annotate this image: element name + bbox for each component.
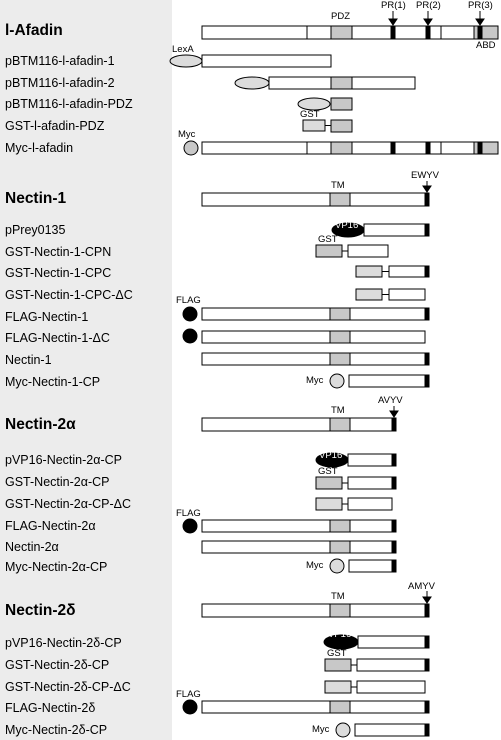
section-title-nectin1: Nectin-1 xyxy=(5,190,66,208)
motif-label-avyv: AVYV xyxy=(378,396,403,406)
tag-label-vp16: VP16 xyxy=(335,221,358,231)
construct-label: Myc-Nectin-2α-CP xyxy=(5,560,107,574)
domain-label-tm: TM xyxy=(331,406,345,416)
nectin1-gst-cpc xyxy=(356,266,429,277)
construct-label: GST-Nectin-2α-CP xyxy=(5,475,109,489)
nectin1-plain xyxy=(202,353,429,365)
pr-arrows xyxy=(389,11,484,25)
nectin2a-gst-cp xyxy=(316,477,396,489)
tag-label-gst: GST xyxy=(300,110,320,120)
tag-label-myc: Myc xyxy=(306,561,323,571)
construct-label: pBTM116-l-afadin-1 xyxy=(5,54,115,68)
construct-label: GST-Nectin-1-CPC xyxy=(5,266,111,280)
nectin2d-myc-cp xyxy=(336,723,429,737)
motif-label-amyv: AMYV xyxy=(408,582,435,592)
nectin2d-flag xyxy=(183,700,429,714)
nectin2a-arrow xyxy=(390,406,398,417)
nectin2a-plain xyxy=(202,541,396,553)
construct-label: Nectin-1 xyxy=(5,353,52,367)
nectin2d-full-bar xyxy=(202,604,429,617)
construct-label: Myc-l-afadin xyxy=(5,141,73,155)
construct-label: pVP16-Nectin-2δ-CP xyxy=(5,636,122,650)
construct-label: FLAG-Nectin-2δ xyxy=(5,701,95,715)
nectin2a-diagrams xyxy=(183,406,398,573)
nectin2d-gst-cp xyxy=(325,659,429,671)
domain-label-tm: TM xyxy=(331,592,345,602)
tag-label-gst: GST xyxy=(327,649,347,659)
domain-label-abd: ABD xyxy=(476,41,496,51)
nectin1-gst-cpn xyxy=(316,245,388,257)
tag-label-vp16: VP16 xyxy=(328,630,351,640)
construct-label: pVP16-Nectin-2α-CP xyxy=(5,453,122,467)
afadin-construct-myc xyxy=(184,141,498,155)
nectin1-flag xyxy=(183,307,429,321)
construct-label: FLAG-Nectin-1-ΔC xyxy=(5,331,110,345)
construct-label: GST-l-afadin-PDZ xyxy=(5,119,104,133)
construct-label: pPrey0135 xyxy=(5,223,65,237)
afadin-construct-2 xyxy=(235,77,415,89)
section-title-afadin: l-Afadin xyxy=(5,22,63,40)
construct-label: GST-Nectin-2δ-CP-ΔC xyxy=(5,680,131,694)
construct-label: Nectin-2α xyxy=(5,540,59,554)
motif-label-ewyv: EWYV xyxy=(411,171,439,181)
construct-label: FLAG-Nectin-2α xyxy=(5,519,96,533)
nectin1-gst-cpc-dc xyxy=(356,289,425,300)
domain-label-pdz: PDZ xyxy=(331,12,350,22)
construct-label: GST-Nectin-1-CPC-ΔC xyxy=(5,288,133,302)
nectin1-myc-cp xyxy=(330,374,429,388)
tag-label-myc: Myc xyxy=(306,376,323,386)
nectin2a-full-bar xyxy=(202,418,396,431)
nectin1-diagrams xyxy=(183,181,431,388)
tag-label-flag: FLAG xyxy=(176,690,201,700)
nectin2d-diagrams xyxy=(183,591,431,737)
nectin2a-gst-cp-dc xyxy=(316,498,392,510)
construct-label: pBTM116-l-afadin-2 xyxy=(5,76,115,90)
afadin-construct-gst-pdz xyxy=(303,120,352,132)
afadin-construct-1 xyxy=(170,55,331,67)
construct-label: GST-Nectin-2α-CP-ΔC xyxy=(5,497,131,511)
construct-label: GST-Nectin-2δ-CP xyxy=(5,658,109,672)
domain-label-pr3: PR(3) xyxy=(468,1,493,11)
construct-label: FLAG-Nectin-1 xyxy=(5,310,88,324)
label-panel xyxy=(0,0,172,740)
tag-label-myc: Myc xyxy=(178,130,195,140)
construct-label: GST-Nectin-1-CPN xyxy=(5,245,111,259)
domain-label-pr1: PR(1) xyxy=(381,1,406,11)
nectin2d-gst-cp-dc xyxy=(325,681,425,693)
nectin1-arrow xyxy=(423,181,431,192)
nectin2d-arrow xyxy=(423,591,431,603)
nectin1-full-bar xyxy=(202,193,429,206)
tag-label-myc: Myc xyxy=(312,725,329,735)
domain-label-pr2: PR(2) xyxy=(416,1,441,11)
tag-label-vp16: VP16 xyxy=(319,451,342,461)
nectin1-flag-dc xyxy=(183,329,425,343)
tag-label-gst: GST xyxy=(318,235,338,245)
afadin-diagrams xyxy=(170,11,498,155)
construct-label: Myc-Nectin-2δ-CP xyxy=(5,723,107,737)
nectin2a-myc-cp xyxy=(330,559,396,573)
tag-label-flag: FLAG xyxy=(176,296,201,306)
section-title-nectin2a: Nectin-2α xyxy=(5,416,76,434)
construct-label: pBTM116-l-afadin-PDZ xyxy=(5,97,133,111)
afadin-full-bar xyxy=(202,26,498,39)
tag-label-lexa: LexA xyxy=(172,45,194,55)
tag-label-gst: GST xyxy=(318,467,338,477)
tag-label-flag: FLAG xyxy=(176,509,201,519)
construct-label: Myc-Nectin-1-CP xyxy=(5,375,100,389)
section-title-nectin2d: Nectin-2δ xyxy=(5,602,76,620)
nectin2a-flag xyxy=(183,519,396,533)
domain-label-tm: TM xyxy=(331,181,345,191)
